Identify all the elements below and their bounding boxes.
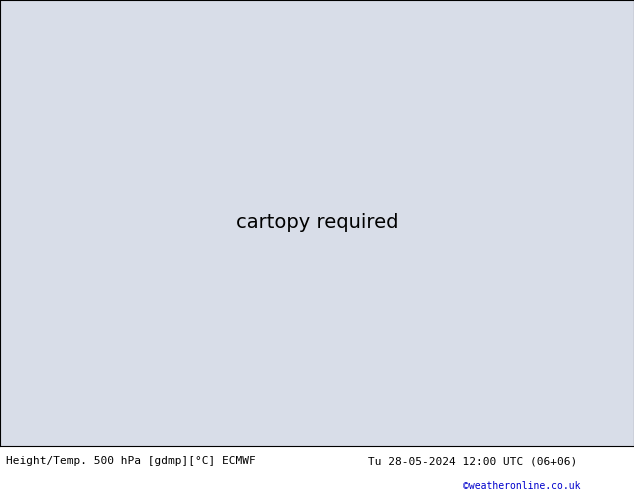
Text: Height/Temp. 500 hPa [gdmp][°C] ECMWF: Height/Temp. 500 hPa [gdmp][°C] ECMWF <box>6 456 256 466</box>
Text: cartopy required: cartopy required <box>236 214 398 232</box>
Text: ©weatheronline.co.uk: ©weatheronline.co.uk <box>463 481 580 490</box>
Text: Tu 28-05-2024 12:00 UTC (06+06): Tu 28-05-2024 12:00 UTC (06+06) <box>368 456 577 466</box>
